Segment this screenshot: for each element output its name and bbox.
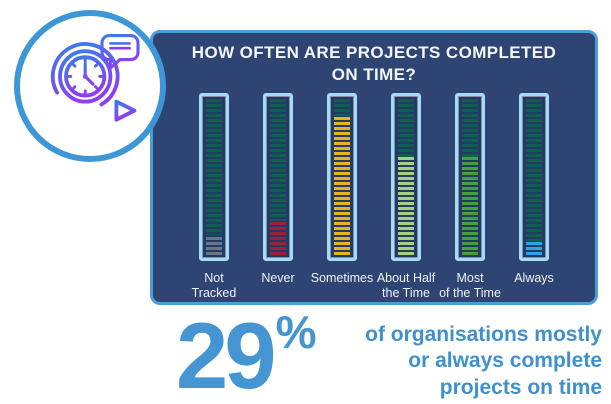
bar-labels-row: Not Tracked Never Sometimes About Half the Ti…	[153, 271, 595, 301]
chart-panel: HOW OFTEN ARE PROJECTS COMPLETED ON TIME…	[150, 30, 598, 305]
stat-caption-line: projects on time	[439, 375, 602, 399]
bar-label: Never	[261, 271, 295, 286]
clock-icon	[58, 49, 113, 104]
stat: 29%	[176, 309, 316, 403]
thermometer-bar-about-half-the-time	[391, 93, 421, 262]
chart-title: HOW OFTEN ARE PROJECTS COMPLETED ON TIME…	[153, 42, 595, 86]
thermometer-bar-sometimes	[327, 93, 357, 262]
stat-caption-line: or always complete	[408, 349, 602, 373]
sprint-arrow-icon	[35, 99, 137, 122]
thermometer-bar-not-tracked	[199, 93, 229, 262]
agile-icon-badge	[14, 10, 166, 162]
speech-bubble-icon	[100, 34, 140, 70]
thermometer-bar-always	[519, 93, 549, 262]
bar-label: Always	[514, 271, 554, 286]
stat-caption: of organisations mostly or always complet…	[365, 322, 602, 401]
stat-caption-line: of organisations mostly	[365, 323, 602, 346]
bar-label: Not Tracked	[191, 271, 237, 300]
sprint-swirl	[50, 42, 120, 107]
thermometer-bar-most-of-the-time	[455, 93, 485, 262]
chart-title-line2: ON TIME?	[331, 65, 417, 85]
bar-label: About Half the Time	[376, 271, 436, 300]
chart-title-line1: HOW OFTEN ARE PROJECTS COMPLETED	[191, 43, 557, 62]
bar-label: Sometimes	[310, 271, 374, 286]
bar-label: Most of the Time	[439, 271, 501, 300]
thermometer-bar-never	[263, 93, 293, 262]
bars-row	[153, 93, 595, 262]
stat-value: 29	[176, 303, 277, 404]
stat-unit: %	[275, 306, 317, 358]
agile-sprint-clock-icon	[35, 34, 140, 122]
